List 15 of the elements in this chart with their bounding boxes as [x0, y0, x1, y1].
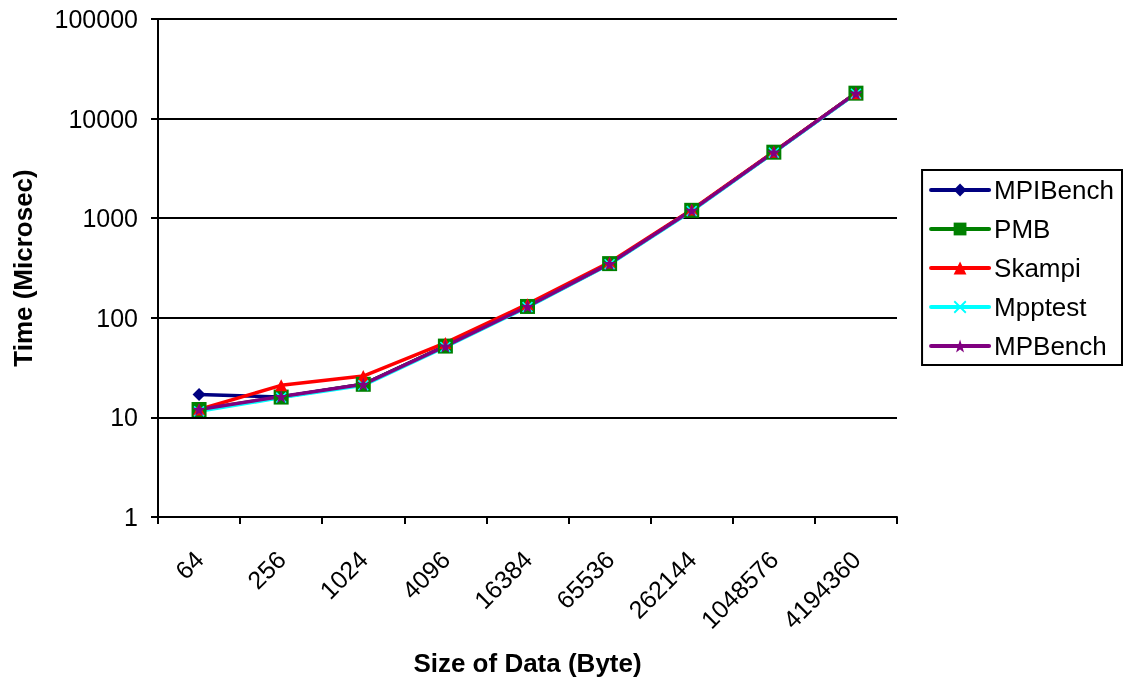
legend-label: PMB	[994, 214, 1051, 244]
x-tick-label: 64	[169, 545, 210, 585]
y-tick-label: 10000	[68, 104, 138, 133]
legend-label: MPBench	[994, 331, 1107, 361]
x-tick-label: 256	[241, 545, 292, 595]
y-tick-label: 100	[96, 303, 138, 332]
legend-label: Mpptest	[994, 292, 1088, 322]
legend-label: MPIBench	[994, 175, 1115, 205]
legend-label: Skampi	[994, 253, 1081, 283]
x-axis-title: Size of Data (Byte)	[413, 648, 642, 678]
y-tick-label: 1	[124, 503, 138, 531]
y-tick-label: 10	[110, 403, 138, 432]
y-tick-label: 100000	[54, 5, 138, 33]
y-tick-label: 1000	[82, 204, 138, 233]
y-axis-title: Time (Microsec)	[8, 169, 38, 367]
